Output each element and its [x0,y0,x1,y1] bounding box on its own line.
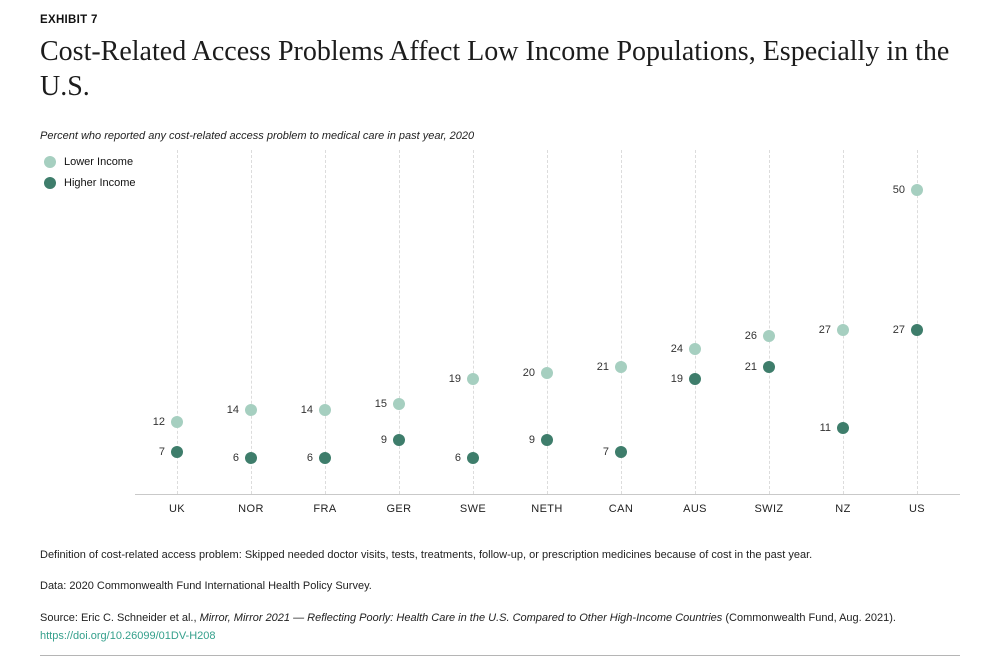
dot-lower-income-uk [171,415,183,428]
value-label-lower-income-aus: 24 [670,342,683,355]
legend-item-lower-income: Lower Income [44,156,136,168]
x-tick-swiz: SWIZ [754,503,784,515]
value-label-lower-income-can: 21 [596,360,609,373]
chart: Lower Income Higher Income UK NOR FRA GER SW… [40,150,960,528]
dot-lower-income-fra [319,403,331,416]
value-label-lower-income-neth: 20 [522,367,535,379]
dot-lower-income-us [911,184,923,196]
footnote-definition: Definition of cost-related access proble… [40,549,813,561]
dot-lower-income-can [615,360,627,373]
value-label-lower-income-ger: 15 [374,397,387,410]
value-label-higher-income-neth: 9 [528,434,535,447]
gridline-can [621,150,622,494]
doi-link[interactable]: https://doi.org/10.26099/01DV-H208 [40,630,216,643]
dot-higher-income-nz [837,421,849,434]
dot-higher-income-swe [467,452,479,465]
legend-label-higher-income: Higher Income [64,177,136,189]
gridline-swe [473,150,474,494]
x-tick-can: CAN [608,503,634,515]
dot-higher-income-swiz [763,360,775,373]
value-label-higher-income-us: 27 [892,324,905,337]
x-tick-uk: UK [168,503,186,515]
value-label-higher-income-can: 7 [602,446,609,459]
value-label-lower-income-us: 50 [892,184,905,196]
footnotes: Definition of cost-related access proble… [40,548,960,645]
legend: Lower Income Higher Income [44,156,136,198]
source-text-prefix: Source: Eric C. Schneider et al., [40,611,200,624]
value-label-lower-income-nz: 27 [818,324,831,337]
gridline-neth [547,150,548,494]
dot-lower-income-aus [689,342,701,355]
dot-lower-income-nz [837,324,849,337]
value-label-lower-income-swe: 19 [448,373,461,386]
value-label-lower-income-fra: 14 [300,403,313,416]
gridline-nor [251,150,252,494]
dot-lower-income-nor [245,403,257,416]
gridline-aus [695,150,696,494]
higher-income-dot-icon [44,177,56,189]
x-tick-nz: NZ [835,503,851,515]
x-tick-nor: NOR [238,503,264,515]
gridline-ger [399,150,400,494]
value-label-lower-income-uk: 12 [152,415,165,428]
x-tick-neth: NETH [531,503,563,515]
dot-lower-income-ger [393,397,405,410]
x-tick-aus: AUS [683,503,707,515]
gridline-swiz [769,150,770,494]
value-label-lower-income-swiz: 26 [744,330,757,343]
gridline-uk [177,150,178,494]
value-label-higher-income-swiz: 21 [744,360,757,373]
value-label-higher-income-aus: 19 [670,373,683,386]
dot-lower-income-swiz [763,330,775,343]
exhibit-label: EXHIBIT 7 [40,14,98,26]
dot-lower-income-neth [541,367,553,379]
x-tick-us: US [908,503,926,515]
dot-higher-income-nor [245,452,257,465]
dot-higher-income-fra [319,452,331,465]
gridline-fra [325,150,326,494]
value-label-lower-income-nor: 14 [226,403,239,416]
bottom-divider [40,655,960,656]
legend-item-higher-income: Higher Income [44,177,136,189]
legend-label-lower-income: Lower Income [64,156,134,168]
dot-higher-income-can [615,446,627,459]
dot-higher-income-neth [541,434,553,447]
dot-higher-income-uk [171,446,183,459]
dot-higher-income-aus [689,373,701,386]
value-label-higher-income-uk: 7 [158,446,165,459]
dot-higher-income-us [911,324,923,337]
value-label-higher-income-nz: 11 [819,421,831,434]
dot-lower-income-swe [467,373,479,386]
value-label-higher-income-nor: 6 [232,452,239,465]
dot-higher-income-ger [393,434,405,447]
page-title: Cost-Related Access Problems Affect Low … [40,36,950,102]
lower-income-dot-icon [44,156,56,168]
value-label-higher-income-swe: 6 [454,452,461,465]
footnote-source: Source: Eric C. Schneider et al., Mirror… [40,611,960,645]
footnote-data: Data: 2020 Commonwealth Fund Internation… [40,580,372,593]
chart-subtitle: Percent who reported any cost-related ac… [40,130,475,142]
value-label-higher-income-fra: 6 [306,452,313,465]
x-tick-fra: FRA [313,503,337,515]
source-publication-title: Mirror, Mirror 2021 — Reflecting Poorly:… [199,611,723,624]
x-tick-swe: SWE [459,503,487,515]
source-text-suffix: (Commonwealth Fund, Aug. 2021). [722,611,896,624]
value-label-higher-income-ger: 9 [380,434,387,447]
x-tick-ger: GER [386,503,412,515]
gridline-us [917,150,918,494]
gridline-nz [843,150,844,494]
plot-area: UK NOR FRA GER SWE NETH CAN AUS SWIZ NZ US 12 14 14 15… [135,150,960,515]
